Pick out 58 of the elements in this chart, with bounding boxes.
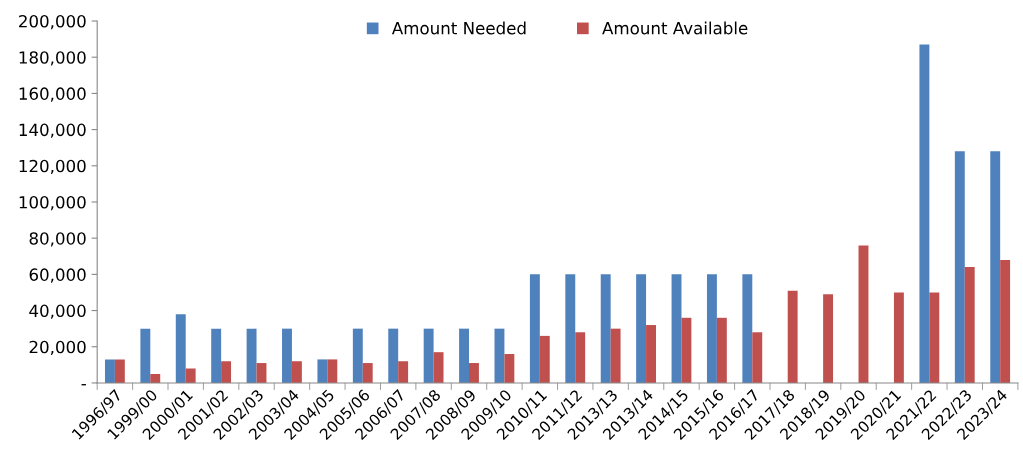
bar: [636, 274, 647, 383]
y-tick-label: 20,000: [29, 340, 86, 356]
bar: [1000, 259, 1011, 383]
bar: [539, 335, 550, 383]
bar: [459, 328, 470, 383]
bar: [433, 352, 444, 383]
bar: [114, 359, 125, 383]
bar: [823, 294, 834, 383]
bar: [610, 328, 621, 383]
bar: [469, 363, 479, 383]
y-tick-label: 100,000: [19, 195, 86, 211]
y-tick-label: 60,000: [29, 268, 86, 283]
y-tick-label: 180,000: [19, 51, 86, 66]
bar: [352, 328, 363, 383]
bar: [919, 44, 930, 383]
bar: [211, 328, 222, 383]
y-tick-label: 40,000: [29, 304, 86, 319]
bar: [423, 328, 434, 383]
legend-label: Amount Needed: [391, 21, 526, 35]
bar: [706, 274, 717, 383]
bar: [362, 363, 373, 383]
bar: [929, 292, 940, 383]
bar: [752, 332, 763, 383]
bar: [104, 359, 115, 383]
bar: [646, 325, 656, 383]
bar: [185, 368, 196, 383]
bar: [282, 328, 292, 383]
bar: [671, 274, 682, 383]
bar: [681, 317, 692, 383]
bar: [246, 328, 257, 383]
bar: [140, 328, 151, 383]
bar: [565, 274, 576, 383]
bar: [327, 359, 338, 383]
bar: [575, 332, 586, 383]
bar: [504, 353, 515, 383]
bar: [388, 328, 399, 383]
bar: [291, 361, 302, 383]
y-tick-label: 80,000: [29, 232, 86, 247]
bar: [175, 314, 186, 383]
bar: [990, 151, 1001, 383]
bar: [893, 292, 904, 383]
bar: [742, 274, 753, 383]
y-tick-label: 200,000: [19, 14, 86, 30]
y-tick-label: -: [81, 384, 86, 386]
legend-label: Amount Available: [602, 21, 748, 35]
bar: [858, 245, 869, 383]
bar: [964, 267, 975, 383]
bar: [529, 274, 540, 383]
bar: [398, 361, 409, 383]
bar: [317, 359, 328, 383]
y-tick-label: 140,000: [19, 123, 86, 138]
y-tick-label: 160,000: [19, 87, 86, 102]
bar: [716, 317, 727, 383]
y-tick-label: 120,000: [19, 159, 86, 175]
bar: [221, 361, 232, 383]
bar: [600, 274, 611, 383]
bar: [787, 290, 798, 383]
bar: [954, 151, 965, 383]
